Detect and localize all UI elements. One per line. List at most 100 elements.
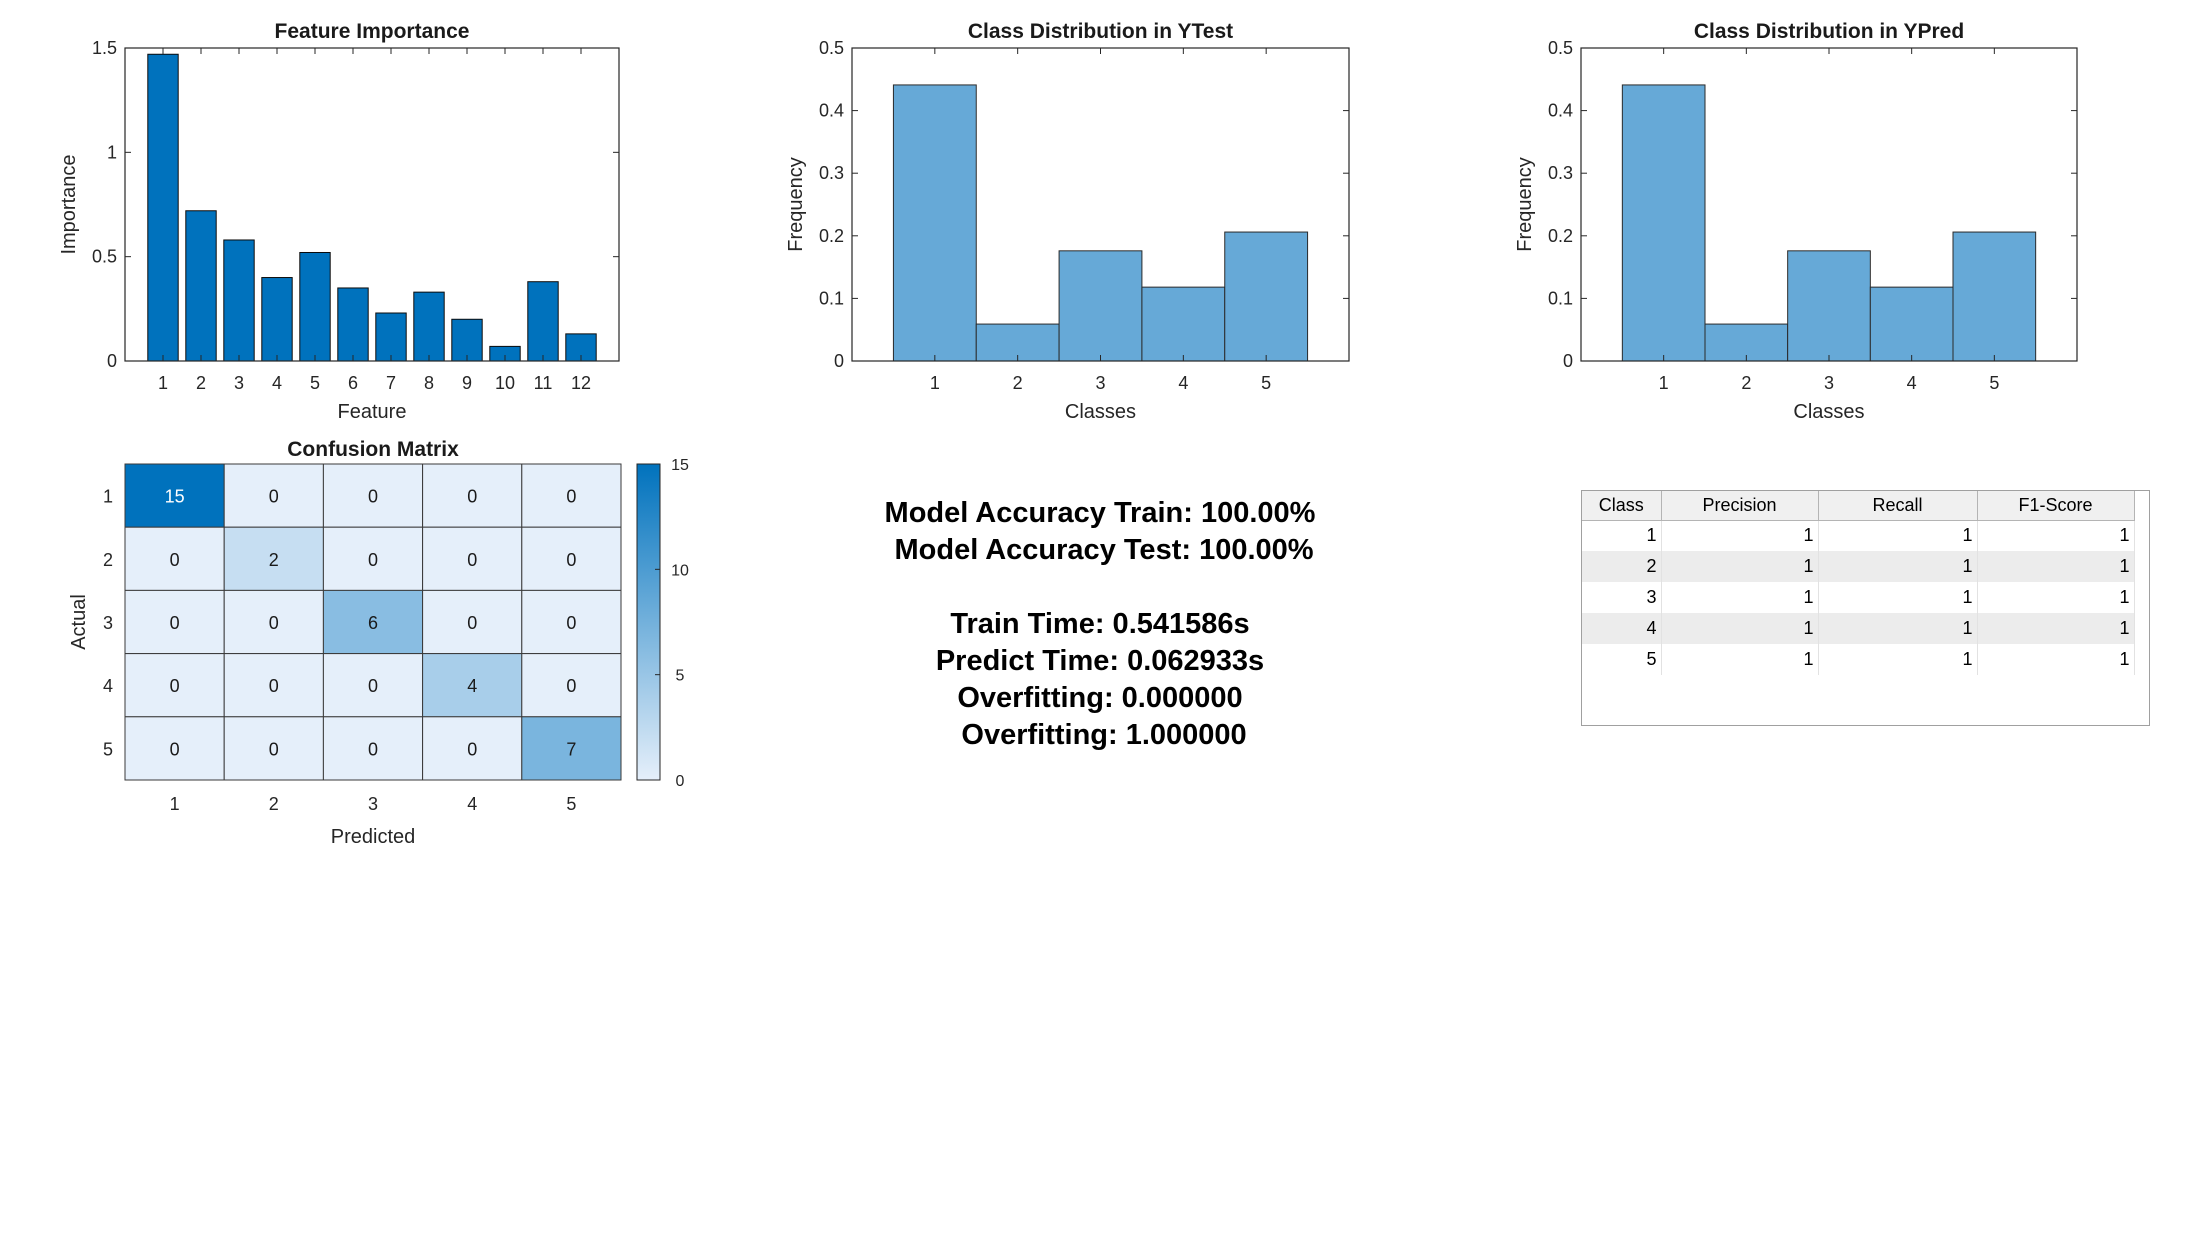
x-axis-label: Feature [338,401,407,423]
table-cell[interactable]: 1 [1818,644,1978,675]
y-tick-label: 1.5 [92,38,117,58]
colorbar-tick-label: 0 [676,773,685,790]
table-cell[interactable]: 1 [1661,644,1819,675]
x-axis-label: Predicted [331,826,416,848]
axes-box [851,47,1350,362]
bar [892,84,977,362]
bar [1224,231,1309,362]
table-cell[interactable]: 1 [1661,613,1819,644]
cell-value: 0 [467,487,477,507]
column-header-f1-score[interactable]: F1-Score [1977,491,2135,521]
column-header-recall[interactable]: Recall [1818,491,1978,521]
table-row[interactable]: 4 1 1 1 [1582,613,2135,644]
heatmap-cell [124,526,225,591]
table-cell[interactable]: 1 [1977,520,2135,551]
cell-value: 0 [170,550,180,570]
table-row[interactable]: 2 1 1 1 [1582,551,2135,582]
x-tick-label: 10 [495,373,515,393]
table-cell[interactable]: 1 [1818,520,1978,551]
x-tick-label: 2 [1741,373,1751,393]
table-cell[interactable]: 1 [1661,520,1819,551]
bar [1869,286,1954,362]
table-cell[interactable]: 1 [1661,582,1819,613]
x-tick-label: 2 [269,794,279,814]
bar [337,287,369,362]
bar [451,318,483,362]
table-cell[interactable]: 1 [1818,613,1978,644]
x-axis-label: Classes [1793,401,1864,423]
colorbar-tick-label: 5 [676,668,685,685]
y-tick-label: 0.3 [819,163,844,183]
table-header-row: Class Precision Recall F1-Score [1582,491,2135,521]
x-tick-label: 2 [1013,373,1023,393]
table-cell[interactable]: 1 [1977,613,2135,644]
table-cell[interactable]: 2 [1582,551,1662,582]
heatmap-cell [521,589,622,655]
bar [1621,84,1706,362]
x-tick-label: 5 [1261,373,1271,393]
x-tick-label: 4 [1178,373,1188,393]
cell-value: 0 [269,739,279,759]
table-cell[interactable]: 4 [1582,613,1662,644]
table-cell[interactable]: 1 [1818,551,1978,582]
table-row[interactable]: 5 1 1 1 [1582,644,2135,675]
table-cell[interactable]: 1 [1977,644,2135,675]
x-tick-label: 4 [1907,373,1917,393]
column-header-precision[interactable]: Precision [1661,491,1819,521]
cell-value: 0 [368,550,378,570]
x-tick-label: 4 [272,373,282,393]
cell-value: 0 [566,676,576,696]
heatmap-cell [422,716,523,781]
cell-value: 0 [467,613,477,633]
column-header-class[interactable]: Class [1582,491,1662,521]
y-tick-label: 0.2 [819,226,844,246]
colorbar-tick-label: 15 [671,457,689,474]
cell-value: 6 [368,613,378,633]
table-cell[interactable]: 1 [1818,582,1978,613]
stat-overfitting: Overfitting: 0.000000 [957,682,1243,714]
x-tick-label: 8 [424,373,434,393]
heatmap-cell [322,463,424,528]
table-cell[interactable]: 1 [1977,551,2135,582]
heatmap-cell [124,589,225,655]
y-tick-label: 5 [103,739,113,759]
stat-accuracy-train: Model Accuracy Train: 100.00% [884,497,1316,529]
table-cell[interactable]: 3 [1582,582,1662,613]
x-tick-label: 4 [467,794,477,814]
bar [1787,250,1871,362]
chart-title: Feature Importance [275,20,470,43]
y-tick-label: 0 [107,351,117,371]
table-cell[interactable]: 1 [1582,520,1662,551]
y-tick-label: 0.1 [819,288,844,308]
y-axis-label: Importance [58,154,80,254]
bar [1058,250,1143,362]
x-tick-label: 6 [348,373,358,393]
cell-value: 15 [165,487,185,507]
x-tick-label: 7 [386,373,396,393]
cell-value: 0 [467,739,477,759]
heatmap-cell [422,589,523,655]
table-cell[interactable]: 1 [1977,582,2135,613]
table-row[interactable]: 1 1 1 1 [1582,520,2135,551]
y-tick-label: 0.5 [92,247,117,267]
cell-value: 4 [467,676,477,696]
heatmap-cell [223,526,324,591]
table-cell[interactable]: 5 [1582,644,1662,675]
metrics-table[interactable]: Class Precision Recall F1-Score 1 1 1 1 … [1581,490,2150,726]
chart-title: Class Distribution in YTest [968,20,1233,43]
stat-predict-time: Predict Time: 0.062933s [935,645,1265,677]
table-cell[interactable]: 1 [1661,551,1819,582]
bar-chart-2: 1 2 3 4 5 0 0.1 0.2 0.3 0.4 0.5 Class Distribution … [785,20,1350,423]
bar [413,291,445,362]
heatmap-cell [422,526,523,591]
cell-value: 7 [566,739,576,759]
colorbar-tick-label: 10 [671,562,689,579]
metrics-table-grid: Class Precision Recall F1-Score 1 1 1 1 … [1582,491,2135,675]
y-tick-label: 0.3 [1548,163,1573,183]
x-tick-label: 1 [170,794,180,814]
x-tick-label: 1 [1659,373,1669,393]
table-row[interactable]: 3 1 1 1 [1582,582,2135,613]
stat-overfitting-ratio: Overfitting: 1.000000 [953,719,1247,751]
y-tick-label: 0.4 [1548,101,1573,121]
